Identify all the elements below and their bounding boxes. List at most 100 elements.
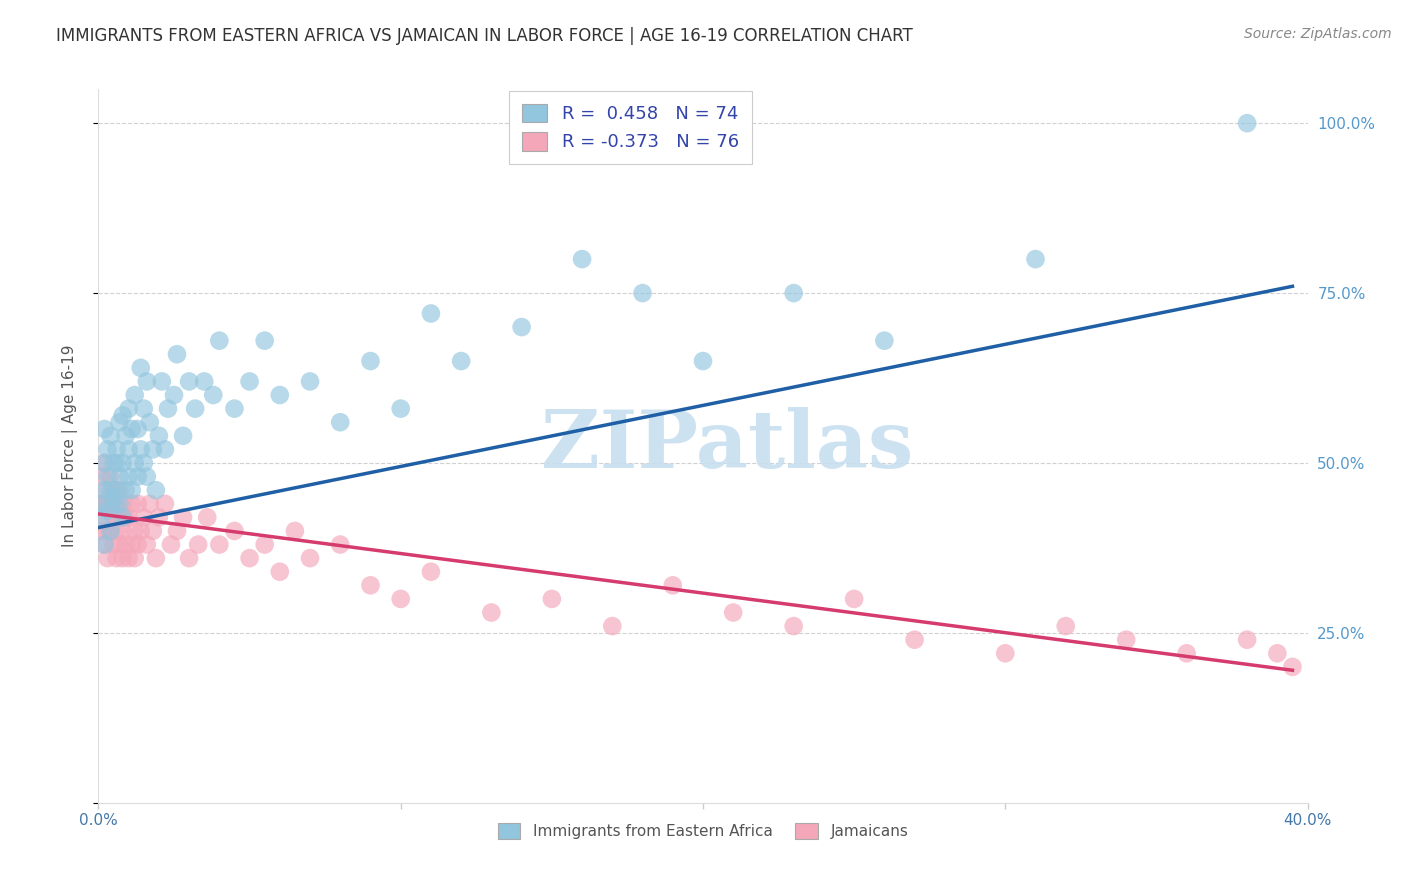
- Point: [166, 524, 188, 538]
- Point: [127, 537, 149, 551]
- Point: [96, 497, 118, 511]
- Point: [135, 537, 157, 551]
- Point: [111, 456, 134, 470]
- Point: [108, 497, 131, 511]
- Point: [96, 469, 118, 483]
- Point: [114, 510, 136, 524]
- Point: [783, 286, 806, 301]
- Point: [100, 483, 122, 498]
- Point: [121, 537, 143, 551]
- Point: [93, 497, 115, 511]
- Point: [142, 524, 165, 538]
- Point: [127, 422, 149, 436]
- Point: [450, 354, 472, 368]
- Point: [108, 483, 131, 498]
- Point: [103, 456, 125, 470]
- Point: [153, 497, 176, 511]
- Point: [124, 524, 146, 538]
- Point: [114, 537, 136, 551]
- Point: [127, 469, 149, 483]
- Point: [179, 551, 201, 566]
- Point: [118, 401, 141, 416]
- Point: [145, 551, 167, 566]
- Point: [129, 524, 152, 538]
- Point: [783, 619, 806, 633]
- Point: [481, 606, 503, 620]
- Point: [360, 354, 382, 368]
- Point: [208, 537, 231, 551]
- Point: [100, 429, 122, 443]
- Point: [160, 537, 183, 551]
- Point: [93, 510, 115, 524]
- Point: [1236, 116, 1258, 130]
- Point: [202, 388, 225, 402]
- Point: [187, 537, 209, 551]
- Point: [96, 503, 118, 517]
- Point: [103, 537, 125, 551]
- Point: [135, 375, 157, 389]
- Point: [389, 401, 412, 416]
- Point: [124, 456, 146, 470]
- Point: [108, 469, 131, 483]
- Point: [129, 442, 152, 457]
- Point: [124, 551, 146, 566]
- Point: [172, 510, 194, 524]
- Point: [93, 456, 115, 470]
- Point: [118, 510, 141, 524]
- Point: [510, 320, 533, 334]
- Point: [114, 429, 136, 443]
- Point: [163, 388, 186, 402]
- Point: [93, 537, 115, 551]
- Point: [145, 483, 167, 498]
- Point: [100, 497, 122, 511]
- Point: [127, 497, 149, 511]
- Point: [329, 537, 352, 551]
- Point: [153, 442, 176, 457]
- Point: [100, 524, 122, 538]
- Point: [420, 565, 443, 579]
- Point: [96, 551, 118, 566]
- Point: [96, 524, 118, 538]
- Point: [103, 490, 125, 504]
- Point: [184, 401, 207, 416]
- Text: ZIPatlas: ZIPatlas: [541, 407, 914, 485]
- Point: [360, 578, 382, 592]
- Point: [844, 591, 866, 606]
- Point: [723, 606, 745, 620]
- Point: [139, 497, 162, 511]
- Point: [179, 375, 201, 389]
- Point: [269, 565, 291, 579]
- Point: [148, 429, 170, 443]
- Point: [224, 401, 246, 416]
- Point: [111, 551, 134, 566]
- Point: [103, 497, 125, 511]
- Point: [904, 632, 927, 647]
- Point: [1267, 646, 1289, 660]
- Point: [299, 551, 322, 566]
- Point: [108, 537, 131, 551]
- Point: [90, 497, 112, 511]
- Point: [631, 286, 654, 301]
- Point: [111, 409, 134, 423]
- Point: [1281, 660, 1303, 674]
- Point: [156, 401, 179, 416]
- Point: [96, 483, 118, 498]
- Point: [269, 388, 291, 402]
- Point: [1115, 632, 1137, 647]
- Point: [139, 415, 162, 429]
- Point: [142, 442, 165, 457]
- Point: [105, 524, 128, 538]
- Point: [239, 375, 262, 389]
- Point: [111, 497, 134, 511]
- Point: [108, 415, 131, 429]
- Point: [195, 510, 218, 524]
- Point: [105, 456, 128, 470]
- Point: [135, 469, 157, 483]
- Point: [111, 524, 134, 538]
- Point: [299, 375, 322, 389]
- Text: IMMIGRANTS FROM EASTERN AFRICA VS JAMAICAN IN LABOR FORCE | AGE 16-19 CORRELATIO: IMMIGRANTS FROM EASTERN AFRICA VS JAMAIC…: [56, 27, 912, 45]
- Point: [96, 442, 118, 457]
- Point: [1024, 252, 1046, 266]
- Point: [93, 456, 115, 470]
- Point: [93, 483, 115, 498]
